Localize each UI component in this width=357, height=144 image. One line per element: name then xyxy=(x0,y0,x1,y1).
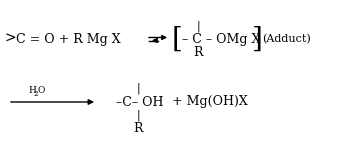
Text: H: H xyxy=(28,86,36,95)
Text: R: R xyxy=(193,46,203,58)
Text: |: | xyxy=(136,109,140,121)
Text: [: [ xyxy=(172,25,183,53)
Text: – C – OMg X: – C – OMg X xyxy=(182,33,260,46)
Text: ]: ] xyxy=(252,25,263,53)
Text: –C– OH: –C– OH xyxy=(116,95,164,108)
Text: (Adduct): (Adduct) xyxy=(262,34,311,44)
Text: R: R xyxy=(133,122,143,134)
Text: >: > xyxy=(5,32,17,46)
Text: 2: 2 xyxy=(34,90,38,97)
Text: |: | xyxy=(196,20,200,32)
Text: O: O xyxy=(37,86,44,95)
Text: + Mg(OH)X: + Mg(OH)X xyxy=(172,95,248,108)
Text: C = O + R Mg X: C = O + R Mg X xyxy=(16,33,121,46)
Text: |: | xyxy=(136,82,140,94)
